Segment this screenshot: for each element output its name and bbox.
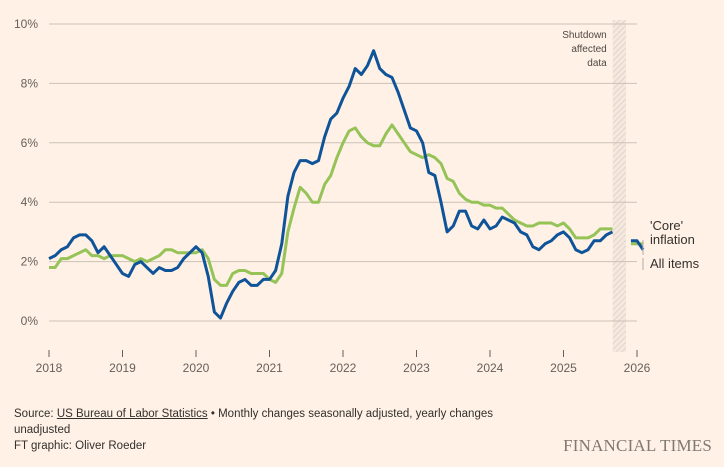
series-line-after-gap-all-items (630, 239, 645, 251)
legend-label-core: inflation (650, 232, 695, 247)
graphic-credit: FT graphic: Oliver Roeder (14, 440, 147, 452)
y-tick-label: 4% (21, 195, 39, 209)
series-line-core (49, 123, 613, 287)
shutdown-label-line: data (587, 58, 607, 69)
x-tick-label: 2021 (256, 361, 283, 375)
x-tick-label: 2024 (477, 361, 504, 375)
x-tick-label: 2025 (550, 361, 577, 375)
x-tick-label: 2019 (109, 361, 136, 375)
source-link[interactable]: US Bureau of Labor Statistics (56, 408, 208, 420)
x-tick-label: 2020 (183, 361, 210, 375)
y-tick-label: 10% (14, 17, 38, 31)
y-tick-label: 6% (21, 136, 39, 150)
chart-footer: Source: US Bureau of Labor Statistics • … (14, 406, 534, 454)
y-tick-label: 2% (21, 255, 39, 269)
series-line-all-items (48, 49, 614, 320)
shutdown-label-line: affected (571, 44, 606, 55)
source-prefix: Source: (14, 408, 57, 420)
source-description: • Monthly changes seasonally adjusted, y… (14, 408, 493, 436)
y-tick-label: 8% (21, 76, 39, 90)
ft-logo: FINANCIAL TIMES (563, 436, 712, 455)
shutdown-band (612, 20, 626, 352)
y-tick-label: 0% (21, 314, 39, 328)
x-tick-label: 2026 (624, 361, 651, 375)
x-tick-label: 2023 (403, 361, 430, 375)
legend-label-core: 'Core' (650, 218, 683, 233)
inflation-line-chart: Shutdown affected data 0% 2% 4% 6% 8% 10% 2018 2… (14, 17, 700, 375)
x-tick-label: 2018 (36, 361, 63, 375)
shutdown-label-line: Shutdown (562, 30, 606, 41)
source-note: Source: US Bureau of Labor Statistics • … (14, 406, 534, 438)
legend-label-all-items: All items (650, 256, 700, 271)
x-tick-label: 2022 (330, 361, 357, 375)
